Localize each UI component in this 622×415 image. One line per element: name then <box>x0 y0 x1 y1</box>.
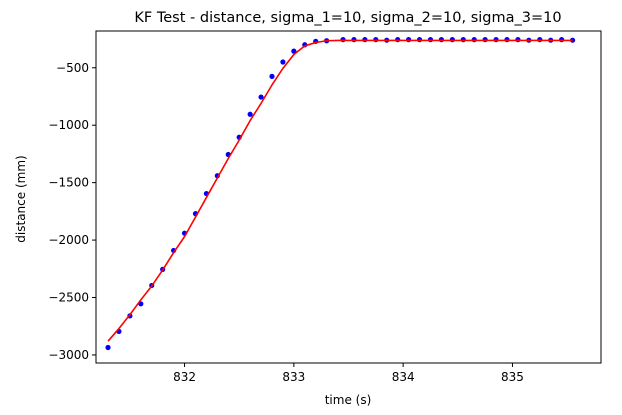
y-tick-label: −1000 <box>48 118 89 132</box>
measurement-point <box>493 37 499 43</box>
y-tick-label: −1500 <box>48 176 89 190</box>
measurement-point <box>537 37 543 43</box>
y-tick-label: −3000 <box>48 348 89 362</box>
measurement-point <box>559 37 565 43</box>
y-tick-label: −500 <box>56 61 89 75</box>
measurement-point <box>569 37 576 43</box>
measurement-point <box>291 48 297 54</box>
plot-area <box>96 31 601 363</box>
measurement-point <box>515 37 521 43</box>
x-axis-ticks: 832 833 834 835 <box>173 363 524 384</box>
measurement-point <box>340 37 346 43</box>
measurement-point <box>351 37 357 43</box>
series-layer <box>105 37 576 351</box>
measurement-point <box>406 37 412 43</box>
measurement-point <box>258 94 264 100</box>
measurement-point <box>280 59 286 65</box>
measurement-point <box>438 37 445 43</box>
measurement-point <box>449 37 455 43</box>
x-tick-label: 835 <box>501 370 524 384</box>
chart-title: KF Test - distance, sigma_1=10, sigma_2=… <box>134 10 561 26</box>
y-axis-ticks: −3000 −2500 −2000 −1500 −1000 −500 <box>48 61 96 362</box>
y-tick-label: −2000 <box>48 233 89 247</box>
measurement-point <box>362 37 368 43</box>
x-tick-label: 832 <box>173 370 196 384</box>
measurement-point <box>247 111 253 117</box>
measurement-point <box>471 37 477 43</box>
measurement-point <box>416 37 423 43</box>
x-tick-label: 833 <box>282 370 305 384</box>
x-tick-label: 834 <box>392 370 415 384</box>
measurement-point <box>105 344 111 351</box>
measurement-point <box>427 37 434 43</box>
x-axis-label: time (s) <box>325 393 372 407</box>
y-tick-label: −2500 <box>48 291 89 305</box>
y-axis-label: distance (mm) <box>14 155 28 242</box>
measurement-point <box>395 37 401 43</box>
measurement-point <box>482 37 488 43</box>
measurement-point <box>373 37 379 43</box>
axes-frame <box>95 30 602 364</box>
measurement-point <box>460 37 466 43</box>
measurement-point <box>269 73 275 79</box>
measurement-point <box>504 37 510 43</box>
filtered-line <box>107 39 573 342</box>
